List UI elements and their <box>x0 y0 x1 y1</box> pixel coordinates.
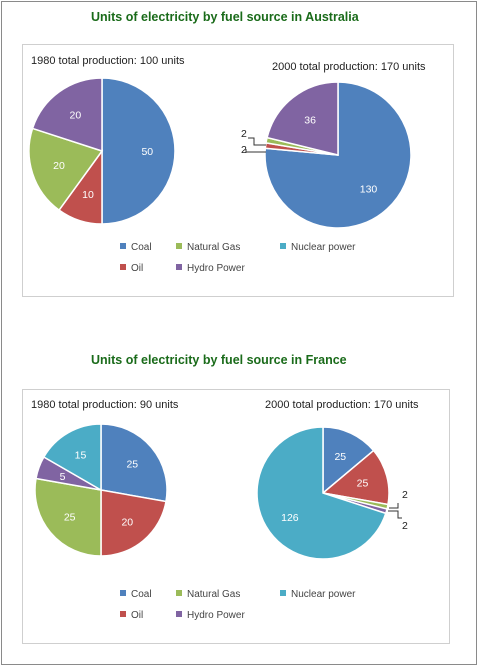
legend-label-nuclear-power: Nuclear power <box>291 242 356 253</box>
pie-slice-coal <box>101 77 176 225</box>
legend-swatch-coal <box>120 590 126 596</box>
chart-title: 2000 total production: 170 units <box>265 399 419 411</box>
slice-value-label: 5 <box>60 471 66 483</box>
legend-label-coal: Coal <box>131 589 152 600</box>
leader-line <box>389 503 399 509</box>
legend-label-natural-gas: Natural Gas <box>187 589 240 600</box>
leader-line <box>248 137 266 146</box>
slice-value-label: 36 <box>304 114 316 126</box>
slice-value-label: 15 <box>75 450 87 462</box>
section-title-australia: Units of electricity by fuel source in A… <box>91 10 359 24</box>
slice-value-label: 50 <box>141 146 153 158</box>
pie-slice-coal <box>322 426 375 495</box>
pie-slice-nuclear-power <box>256 426 387 560</box>
slice-value-label: 2 <box>402 520 408 532</box>
chart-title: 1980 total production: 100 units <box>31 55 185 67</box>
legend-swatch-oil <box>120 264 126 270</box>
chart-title: 1980 total production: 90 units <box>31 399 179 411</box>
leader-line <box>388 510 402 519</box>
legend-label-natural-gas: Natural Gas <box>187 242 240 253</box>
legend-label-nuclear-power: Nuclear power <box>291 589 356 600</box>
pie-slice-hydro-power <box>266 81 339 156</box>
legend-label-oil: Oil <box>131 263 143 274</box>
slice-value-label: 25 <box>334 451 346 463</box>
leader-line <box>245 149 266 153</box>
legend-swatch-hydro-power <box>176 611 182 617</box>
slice-value-label: 25 <box>64 511 76 523</box>
slice-value-label: 2 <box>241 128 247 140</box>
slice-value-label: 130 <box>360 183 378 195</box>
pie-slice-oil <box>100 489 167 557</box>
section-title-france: Units of electricity by fuel source in F… <box>91 353 347 367</box>
pie-slice-coal <box>100 423 168 503</box>
pie-slice-coal <box>264 81 412 229</box>
pie-slice-hydro-power <box>31 77 103 153</box>
legend-swatch-coal <box>120 243 126 249</box>
pie-slice-oil <box>321 449 390 506</box>
legend-label-oil: Oil <box>131 610 143 621</box>
slice-value-label: 20 <box>53 160 65 172</box>
pie-slice-nuclear-power <box>42 423 102 492</box>
slice-value-label: 10 <box>82 189 94 201</box>
legend-swatch-natural-gas <box>176 243 182 249</box>
slice-value-label: 2 <box>241 144 247 156</box>
slice-value-label: 25 <box>126 459 138 471</box>
legend-swatch-nuclear-power <box>280 590 286 596</box>
slice-value-label: 126 <box>281 512 299 524</box>
slice-value-label: 20 <box>70 109 82 121</box>
chart-title: 2000 total production: 170 units <box>272 61 426 73</box>
slice-value-label: 20 <box>121 516 133 528</box>
legend-swatch-natural-gas <box>176 590 182 596</box>
legend-label-coal: Coal <box>131 242 152 253</box>
slice-value-label: 2 <box>402 489 408 501</box>
legend-label-hydro-power: Hydro Power <box>187 263 245 274</box>
legend-swatch-nuclear-power <box>280 243 286 249</box>
pie-slice-natural-gas <box>34 477 102 557</box>
legend-label-hydro-power: Hydro Power <box>187 610 245 621</box>
legend-swatch-hydro-power <box>176 264 182 270</box>
legend-swatch-oil <box>120 611 126 617</box>
slice-value-label: 25 <box>357 477 369 489</box>
pie-slice-natural-gas <box>28 127 104 212</box>
